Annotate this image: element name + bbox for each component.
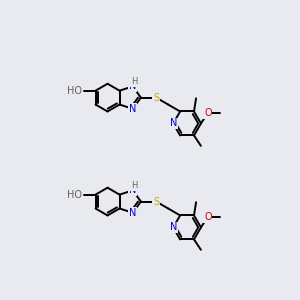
Text: S: S: [153, 196, 159, 206]
Text: HO: HO: [67, 190, 82, 200]
Text: H: H: [131, 77, 137, 86]
Text: S: S: [153, 93, 159, 103]
Text: O: O: [204, 212, 212, 222]
Text: N: N: [129, 208, 136, 218]
Text: N: N: [129, 104, 136, 114]
Text: HO: HO: [67, 86, 82, 96]
Text: H: H: [131, 181, 137, 190]
Text: N: N: [129, 185, 136, 195]
Text: N: N: [169, 118, 177, 128]
Text: N: N: [129, 81, 136, 92]
Text: O: O: [204, 108, 212, 118]
Text: N: N: [169, 222, 177, 233]
